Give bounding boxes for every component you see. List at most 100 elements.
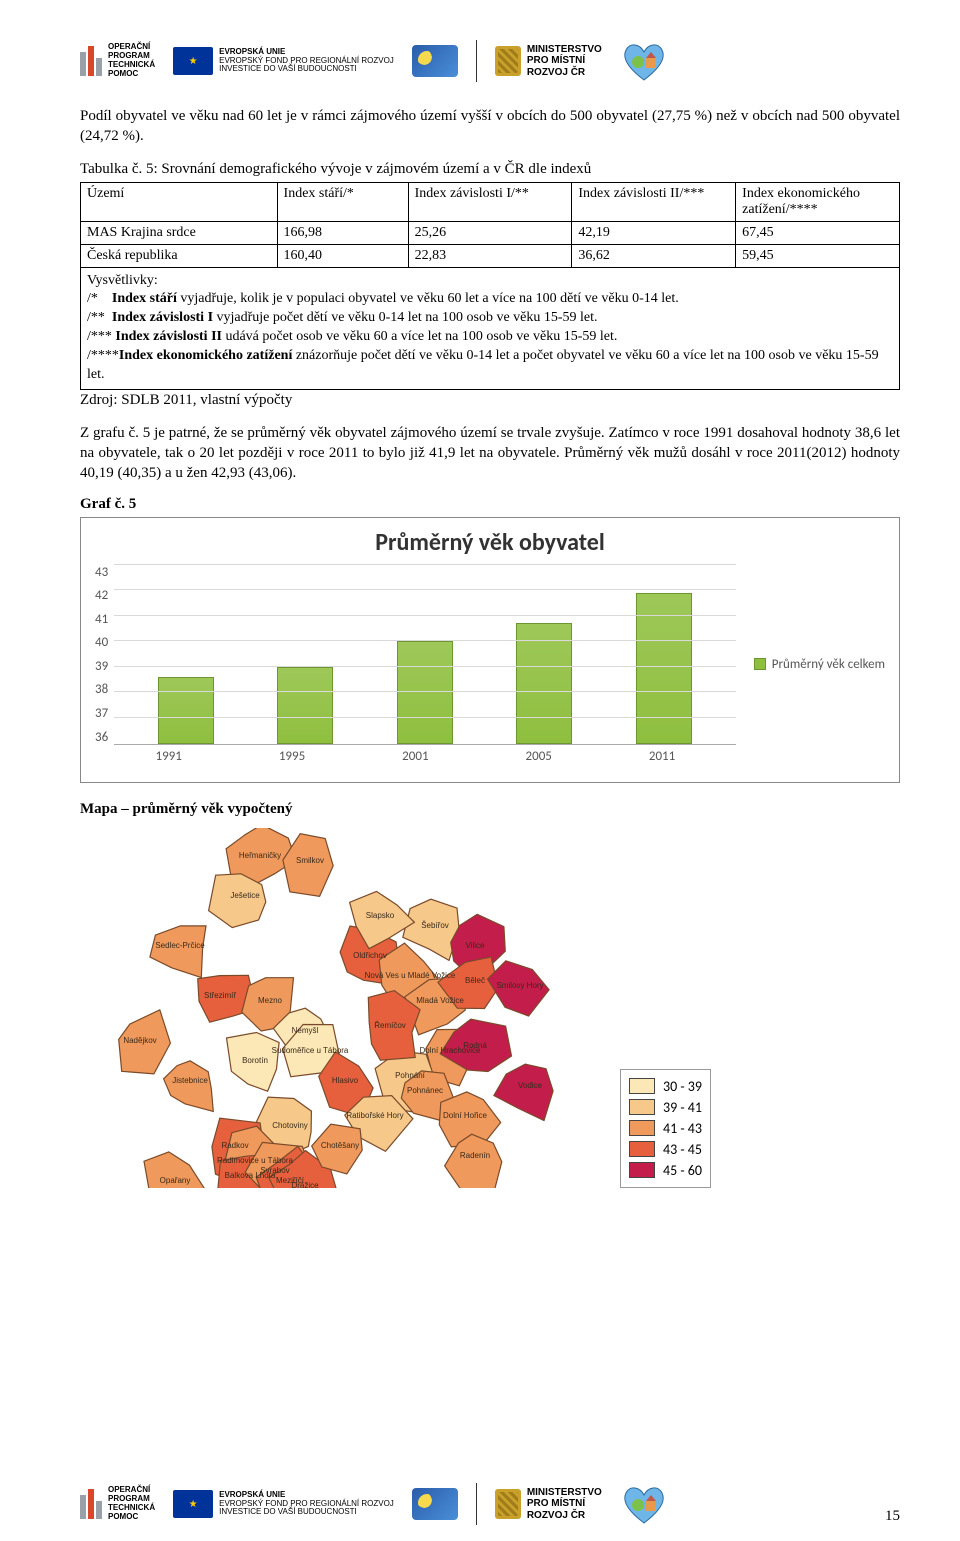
chart-title: Průměrný věk obyvatel	[95, 528, 885, 557]
chart-caption: Graf č. 5	[80, 496, 900, 513]
logo-iop-icon	[412, 45, 458, 77]
map-region-label: Borotín	[242, 1056, 268, 1065]
table-row: MAS Krajina srdce166,9825,2642,1967,45	[81, 221, 900, 244]
map-region-label: Opařany	[160, 1176, 191, 1185]
logo-eu: EVROPSKÁ UNIE EVROPSKÝ FOND PRO REGIONÁL…	[173, 47, 394, 75]
map-legend-row: 41 - 43	[629, 1118, 702, 1139]
bars-icon	[80, 1489, 102, 1519]
map-title: Mapa – průměrný věk vypočtený	[80, 801, 900, 818]
map-region-label: Mladá Vožice	[416, 996, 464, 1005]
map-region-label: Řemíčov	[374, 1021, 406, 1030]
table-source: Zdroj: SDLB 2011, vlastní výpočty	[80, 392, 900, 409]
map-region-label: Pohnání	[395, 1071, 426, 1080]
map-region-label: Radkov	[221, 1141, 248, 1150]
table-header: Území	[81, 182, 278, 221]
map-region-label: Šebířov	[421, 921, 449, 930]
page-number: 15	[885, 1508, 900, 1525]
table-row: Česká republika160,4022,8336,6259,45	[81, 244, 900, 267]
map-region-label: Jistebnice	[172, 1076, 208, 1085]
heart-logo-icon	[620, 1483, 668, 1525]
lion-icon	[495, 1489, 521, 1519]
map-region-label: Nová Ves u Mladé Vožice	[365, 971, 456, 980]
map-region-label: Drážice	[291, 1181, 319, 1188]
map-region-label: Vilice	[466, 941, 486, 950]
divider	[476, 1483, 477, 1525]
logo-op-tech: OPERAČNÍ PROGRAM TECHNICKÁ POMOC	[80, 1486, 155, 1521]
eu-line: INVESTICE DO VAŠÍ BUDOUCNOSTI	[219, 65, 394, 74]
legend-swatch-icon	[629, 1120, 655, 1136]
logo-op-tech: OPERAČNÍ PROGRAM TECHNICKÁ POMOC	[80, 43, 155, 78]
choropleth-map: HeřmaničkySmilkovJešeticeSedlec-PrčiceSt…	[80, 828, 600, 1188]
notes-title: Vysvětlivky:	[87, 272, 893, 291]
bar-chart: Průměrný věk obyvatel 4342414039383736 1…	[80, 517, 900, 783]
map-region-label: Radimovice u Tábora	[217, 1156, 293, 1165]
footer-logo-strip: OPERAČNÍ PROGRAM TECHNICKÁ POMOC EVROPSK…	[80, 1483, 900, 1525]
ministry-line: MINISTERSTVO	[527, 44, 602, 56]
map-region-label: Ratibořské Hory	[346, 1111, 403, 1120]
lion-icon	[495, 46, 521, 76]
map-region-label: Hlasivo	[332, 1076, 359, 1085]
legend-swatch-icon	[629, 1141, 655, 1157]
chart-y-axis: 4342414039383736	[95, 565, 114, 745]
map-region-label: Smilkov	[296, 856, 324, 865]
map-region-label: Nadějkov	[123, 1036, 156, 1045]
heart-logo-icon	[620, 40, 668, 82]
logo1-line: POMOC	[108, 70, 155, 79]
paragraph-intro: Podíl obyvatel ve věku nad 60 let je v r…	[80, 106, 900, 147]
map-region-label: Střezimíř	[204, 991, 236, 1000]
map-legend-row: 39 - 41	[629, 1097, 702, 1118]
bars-icon	[80, 46, 102, 76]
map-region-label: Vodice	[518, 1081, 543, 1090]
map-region-label: Rodná	[463, 1041, 487, 1050]
chart-plot	[114, 565, 736, 745]
logo-ministry: MINISTERSTVO PRO MÍSTNÍ ROZVOJ ČR	[495, 1487, 602, 1522]
table-header: Index ekonomického zatížení/****	[736, 182, 900, 221]
map-region-label: Oldřichov	[353, 951, 387, 960]
divider	[476, 40, 477, 82]
table-caption: Tabulka č. 5: Srovnání demografického vý…	[80, 161, 900, 178]
map-region-label: Chotoviny	[272, 1121, 308, 1130]
map-legend-row: 43 - 45	[629, 1139, 702, 1160]
chart-bar	[158, 677, 214, 743]
ministry-line: PRO MÍSTNÍ	[527, 55, 602, 67]
map-region-label: Slapsko	[366, 911, 395, 920]
note-line: /*** Index závislosti II udává počet oso…	[87, 328, 893, 347]
note-line: /** Index závislosti I vyjadřuje počet d…	[87, 309, 893, 328]
map-region-label: Ješetice	[230, 891, 260, 900]
map-legend-row: 30 - 39	[629, 1076, 702, 1097]
chart-bar	[516, 623, 572, 743]
map-region-label: Mezno	[258, 996, 283, 1005]
map-region-label: Sudoměřice u Tábora	[272, 1046, 349, 1055]
logo-iop-icon	[412, 1488, 458, 1520]
eu-flag-icon	[173, 1490, 213, 1518]
eu-flag-icon	[173, 47, 213, 75]
table-header: Index závislosti II/***	[572, 182, 736, 221]
map-region	[494, 1064, 553, 1120]
map-region-label: Běleč	[465, 976, 485, 985]
map-region-label: Pohnánec	[407, 1086, 443, 1095]
note-line: /****Index ekonomického zatížení znázorň…	[87, 347, 893, 385]
map-region	[209, 873, 266, 927]
map-region-label: Smilovy Hory	[496, 981, 543, 990]
logo-ministry: MINISTERSTVO PRO MÍSTNÍ ROZVOJ ČR	[495, 44, 602, 79]
demographic-table: ÚzemíIndex stáří/*Index závislosti I/**I…	[80, 182, 900, 268]
table-notes: Vysvětlivky: /* Index stáří vyjadřuje, k…	[80, 268, 900, 390]
map-region	[164, 1060, 214, 1111]
legend-swatch-icon	[629, 1078, 655, 1094]
map-region-label: Radenín	[460, 1151, 490, 1160]
map-region-label: Chotěšany	[321, 1141, 359, 1150]
legend-swatch-icon	[754, 658, 766, 670]
legend-swatch-icon	[629, 1162, 655, 1178]
table-header: Index stáří/*	[277, 182, 408, 221]
logo-eu: EVROPSKÁ UNIE EVROPSKÝ FOND PRO REGIONÁL…	[173, 1490, 394, 1518]
chart-bar	[397, 641, 453, 743]
table-header: Index závislosti I/**	[408, 182, 572, 221]
legend-swatch-icon	[629, 1099, 655, 1115]
chart-x-axis: 19911995200120052011	[95, 745, 736, 764]
map-region-label: Svrabov	[260, 1166, 289, 1175]
map-region-label: Heřmaničky	[239, 851, 281, 860]
map-legend-row: 45 - 60	[629, 1160, 702, 1181]
ministry-line: ROZVOJ ČR	[527, 67, 602, 79]
note-line: /* Index stáří vyjadřuje, kolik je v pop…	[87, 290, 893, 309]
chart-bar	[277, 667, 333, 744]
